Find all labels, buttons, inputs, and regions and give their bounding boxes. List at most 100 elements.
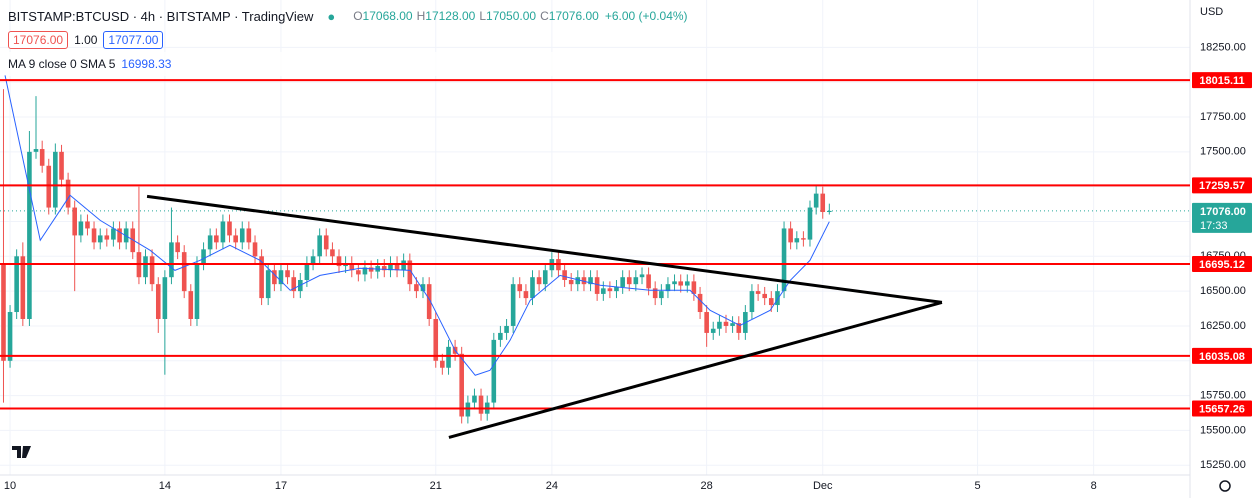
y-tick-label: 17500.00 (1200, 146, 1246, 158)
ohlc: O17068.00 H17128.00 L17050.00 C17076.00 (349, 9, 599, 23)
candle-body (143, 256, 148, 278)
candle-body (362, 267, 368, 275)
level-label-box (1192, 255, 1252, 272)
candle-body (323, 235, 329, 250)
candle-body (1, 263, 6, 361)
candle-body (285, 270, 290, 278)
candle-body (704, 312, 709, 333)
candle-body (169, 242, 174, 278)
candle-body (46, 165, 52, 208)
candle-body (91, 228, 97, 243)
x-tick-label: 28 (701, 480, 713, 492)
candle-body (678, 281, 684, 286)
candle-body (697, 293, 703, 313)
candle-body (665, 284, 671, 292)
candle-body (368, 267, 374, 272)
candle-body (265, 270, 271, 299)
candle-body (626, 277, 632, 285)
x-tick-label: Dec (813, 480, 833, 492)
y-tick-label: 15250.00 (1200, 459, 1246, 471)
candle-body (259, 256, 264, 299)
candle-body (33, 149, 39, 152)
candle-body (433, 318, 439, 361)
candle-body (65, 179, 71, 208)
candle-body (388, 263, 393, 271)
candle-body (194, 263, 200, 319)
ohlc-value: 17050.00 (486, 9, 537, 23)
candle-body (310, 256, 316, 264)
candle-body (188, 291, 194, 319)
candle-body (233, 235, 238, 243)
candle-body (53, 151, 58, 208)
candle-body (510, 284, 516, 326)
x-tick-label: 17 (275, 480, 287, 492)
candle-body (530, 277, 535, 299)
candle-body (162, 277, 168, 319)
candle-body (749, 291, 755, 313)
candle-body (272, 270, 277, 285)
candle-body (181, 252, 187, 292)
level-label: 17259.57 (1199, 180, 1245, 192)
x-tick-label: 5 (974, 480, 980, 492)
candle-body (72, 207, 77, 236)
candle-body (788, 228, 793, 243)
settings-icon[interactable] (1219, 480, 1231, 492)
candle-body (672, 281, 677, 285)
x-tick-label: 8 (1091, 480, 1097, 492)
candle-body (807, 207, 813, 240)
candle-body (607, 288, 613, 292)
candle-body (568, 279, 574, 285)
legend: BITSTAMP:BTCUSD · 4h · BITSTAMP · Tradin… (8, 4, 688, 76)
candle-body (97, 235, 103, 243)
candle-body (614, 286, 619, 292)
quote-row: 17076.00 1.00 17077.00 (8, 28, 688, 52)
candle-body (775, 291, 780, 306)
candle-body (104, 235, 110, 240)
candle-body (220, 221, 226, 243)
candle-body (394, 263, 400, 271)
candle-body (588, 277, 593, 285)
candle-body (401, 260, 406, 271)
candle-body (330, 249, 335, 257)
candle-body (356, 270, 361, 275)
candle-body (117, 228, 122, 243)
candle-body (20, 256, 26, 319)
ask[interactable]: 17077.00 (103, 31, 164, 49)
candle-body (149, 256, 155, 285)
level-label-box (1192, 177, 1252, 194)
candle-body (575, 277, 581, 285)
candle-body (620, 277, 625, 287)
candle-body (111, 228, 116, 240)
candle-body (755, 291, 761, 294)
y-tick-label: 15750.00 (1200, 390, 1246, 402)
candle-body (446, 346, 451, 368)
candle-body (652, 288, 658, 299)
candle-body (39, 149, 45, 166)
candle-body (801, 238, 806, 240)
indicator-value: 16998.33 (121, 57, 172, 71)
symbol: BITSTAMP:BTCUSD · 4h · BITSTAMP · Tradin… (8, 8, 314, 24)
candle-body (639, 274, 645, 278)
last-price-box (1192, 202, 1252, 233)
logo (12, 446, 31, 458)
candle-body (414, 284, 419, 292)
candle-body (459, 353, 464, 417)
ohlc-key: O (353, 9, 363, 23)
candle-body (426, 284, 432, 319)
candle-body (349, 263, 355, 271)
ohlc-key: H (416, 9, 426, 23)
level-label: 16695.12 (1199, 259, 1245, 271)
candle-body (465, 402, 471, 417)
candle-body (827, 210, 832, 213)
candle-body (691, 281, 697, 294)
candle-body (440, 360, 445, 368)
candle-body (472, 395, 477, 403)
ohlc-value: 17076.00 (548, 9, 599, 23)
candle-body (813, 193, 819, 208)
candle-body (710, 328, 716, 333)
candle-body (633, 277, 639, 285)
bid[interactable]: 17076.00 (8, 31, 69, 49)
candle-body (478, 395, 484, 414)
candle-body (201, 249, 206, 264)
